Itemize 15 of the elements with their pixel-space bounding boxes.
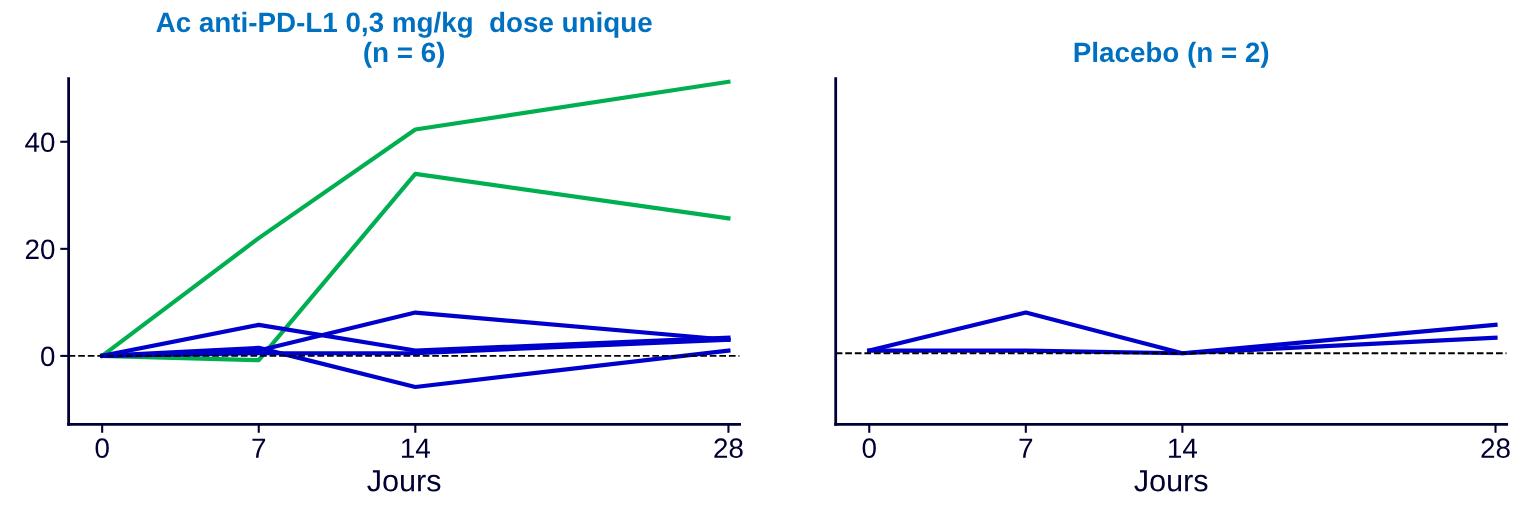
x-tick-label: 14	[1169, 438, 1198, 458]
x-tick-label: 14	[401, 438, 430, 458]
x-tick-label: 0	[862, 438, 876, 459]
y-tick-label: 20	[25, 239, 55, 260]
x-tick-label: 28	[714, 438, 743, 459]
y-tick-label: 0	[41, 346, 55, 367]
x-tick-label: 28	[1481, 438, 1510, 459]
y-tick-label: 40	[25, 132, 55, 153]
x-tick-label: 7	[252, 438, 266, 458]
chart-title: Ac anti-PD-L1 0,3 mg/kg dose unique (n = 6)	[156, 11, 652, 68]
x-axis-title: Jours	[367, 470, 441, 492]
x-axis-title: Jours	[1134, 470, 1208, 492]
chart-title: Placebo (n = 2)	[1074, 41, 1269, 68]
x-tick-label: 0	[95, 438, 109, 459]
x-tick-label: 7	[1019, 438, 1033, 458]
